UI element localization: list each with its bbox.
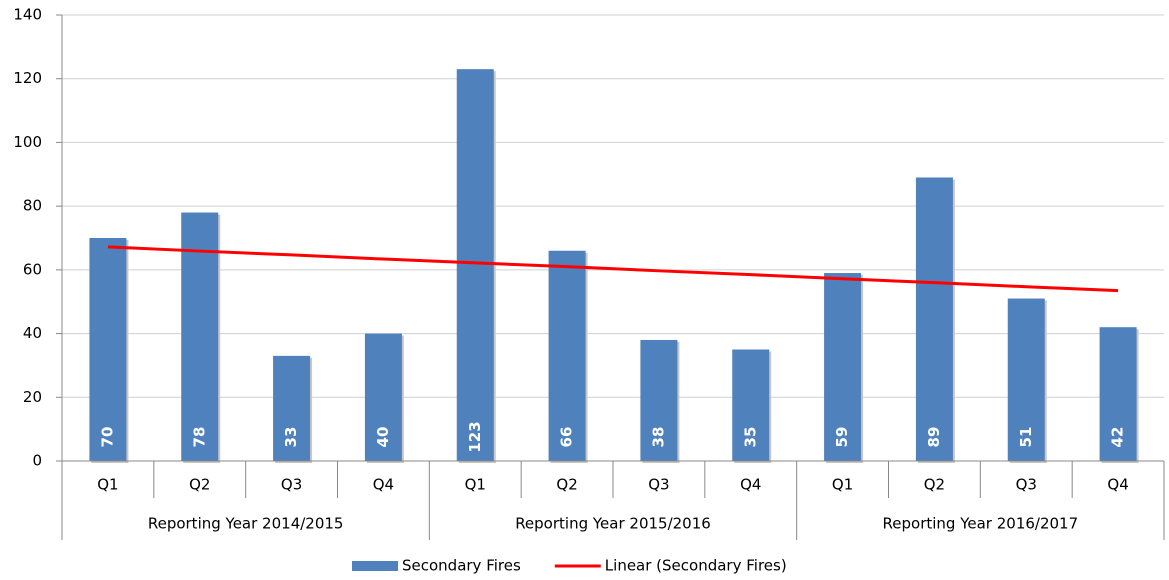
y-tick-label: 100 — [13, 133, 42, 151]
x-tick-label: Q1 — [832, 476, 853, 494]
data-label: 33 — [282, 427, 300, 448]
x-tick-label: Q2 — [189, 476, 210, 494]
bar — [181, 212, 219, 461]
data-label: 59 — [833, 427, 851, 448]
y-tick-label: 60 — [23, 260, 42, 278]
x-tick-label: Q3 — [648, 476, 669, 494]
bar — [273, 355, 311, 461]
legend-swatch — [352, 561, 398, 571]
group-label: Reporting Year 2016/2017 — [883, 515, 1079, 533]
data-label: 123 — [466, 421, 484, 452]
y-tick-label: 40 — [23, 324, 42, 342]
y-tick-label: 140 — [13, 6, 42, 24]
y-tick-label: 0 — [32, 452, 42, 470]
x-tick-label: Q4 — [740, 476, 761, 494]
bar — [1007, 298, 1045, 461]
y-tick-label: 20 — [23, 388, 42, 406]
group-label: Reporting Year 2015/2016 — [515, 515, 711, 533]
bar — [89, 238, 127, 461]
data-label: 38 — [649, 427, 667, 448]
bar — [732, 349, 770, 461]
trend-line — [107, 245, 1119, 293]
x-tick-label: Q3 — [1016, 476, 1037, 494]
data-label: 78 — [190, 427, 208, 448]
x-tick-label: Q3 — [281, 476, 302, 494]
x-tick-label: Q4 — [1107, 476, 1128, 494]
x-tick-label: Q2 — [924, 476, 945, 494]
y-tick-label: 80 — [23, 197, 42, 215]
x-tick-label: Q2 — [556, 476, 577, 494]
bar — [364, 333, 402, 461]
x-tick-label: Q1 — [465, 476, 486, 494]
data-label: 70 — [98, 427, 116, 448]
data-label: 89 — [925, 427, 943, 448]
x-tick-label: Q1 — [97, 476, 118, 494]
data-label: 51 — [1017, 427, 1035, 448]
bar — [824, 273, 862, 461]
x-tick-label: Q4 — [373, 476, 394, 494]
legend-label: Linear (Secondary Fires) — [605, 557, 787, 575]
data-label: 35 — [741, 427, 759, 448]
group-label: Reporting Year 2014/2015 — [148, 515, 344, 533]
bar — [456, 69, 494, 462]
data-label: 66 — [558, 427, 576, 448]
legend-label: Secondary Fires — [402, 557, 521, 575]
data-label: 42 — [1109, 427, 1127, 448]
y-tick-label: 120 — [13, 69, 42, 87]
bar — [640, 339, 678, 461]
bar — [915, 177, 953, 461]
data-label: 40 — [374, 427, 392, 448]
bar — [1099, 327, 1137, 461]
bar — [548, 250, 586, 461]
